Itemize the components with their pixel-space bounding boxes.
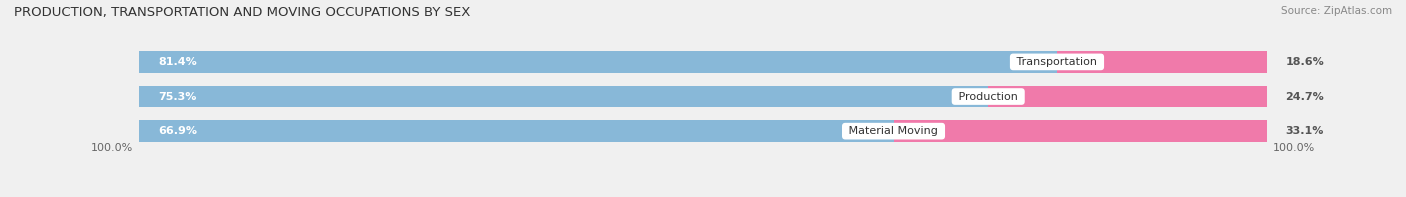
Bar xyxy=(1057,51,1267,73)
Text: 33.1%: 33.1% xyxy=(1285,126,1324,136)
Bar xyxy=(139,51,1267,73)
Text: 24.7%: 24.7% xyxy=(1285,92,1324,101)
Bar xyxy=(894,120,1267,142)
Bar xyxy=(139,86,1267,107)
Text: PRODUCTION, TRANSPORTATION AND MOVING OCCUPATIONS BY SEX: PRODUCTION, TRANSPORTATION AND MOVING OC… xyxy=(14,6,471,19)
Text: 100.0%: 100.0% xyxy=(1272,143,1315,153)
Bar xyxy=(139,120,1267,142)
Text: 81.4%: 81.4% xyxy=(157,57,197,67)
Bar xyxy=(139,51,1057,73)
Text: Production: Production xyxy=(955,92,1021,101)
Text: Source: ZipAtlas.com: Source: ZipAtlas.com xyxy=(1281,6,1392,16)
Text: 18.6%: 18.6% xyxy=(1285,57,1324,67)
Text: 66.9%: 66.9% xyxy=(157,126,197,136)
Text: Material Moving: Material Moving xyxy=(845,126,942,136)
Bar xyxy=(988,86,1267,107)
Bar xyxy=(139,120,894,142)
Text: 75.3%: 75.3% xyxy=(157,92,197,101)
Bar xyxy=(139,86,988,107)
Text: 100.0%: 100.0% xyxy=(91,143,134,153)
Text: Transportation: Transportation xyxy=(1014,57,1101,67)
